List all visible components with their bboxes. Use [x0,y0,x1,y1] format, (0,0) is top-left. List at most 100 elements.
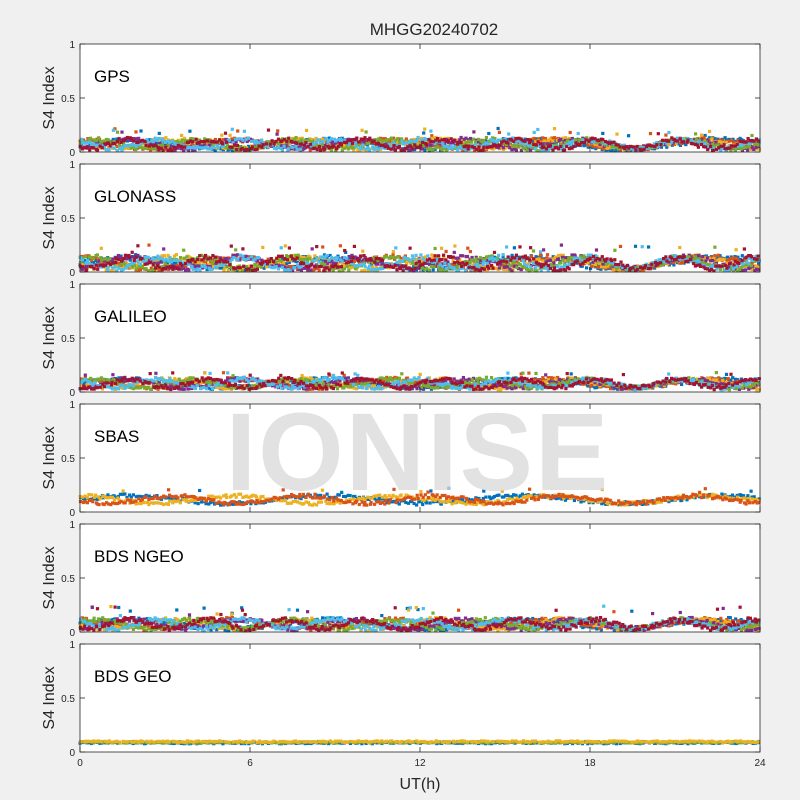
data-point [577,142,582,147]
data-point [738,136,742,140]
data-point [404,146,408,151]
data-point [374,138,378,142]
data-point [517,139,521,143]
data-point [631,269,635,273]
data-point [228,145,232,149]
data-point [731,256,736,260]
data-point [332,137,336,141]
data-point [91,257,95,261]
data-point [509,138,514,142]
data-point [610,145,614,149]
data-point [546,263,550,267]
data-point [569,372,573,376]
data-point [478,148,482,152]
data-point [344,261,349,265]
data-point [599,267,603,271]
data-point [701,263,705,267]
data-point [220,133,224,137]
data-point [336,144,340,148]
data-point [121,137,125,141]
y-tick-label: 0 [69,268,75,279]
data-point [172,264,176,268]
data-point [280,148,284,153]
data-point [429,129,433,133]
data-point [157,261,161,265]
data-point [283,244,287,248]
data-point [350,146,354,150]
data-point [599,263,604,267]
data-point [90,138,94,142]
data-point [299,138,303,142]
data-point [356,143,360,147]
data-point [754,145,758,150]
data-point [624,145,628,149]
data-point [200,253,204,257]
data-point [145,262,149,266]
data-point [235,143,240,148]
data-point [510,269,514,273]
data-point [322,269,326,273]
data-point [433,246,437,251]
data-point [338,244,342,248]
data-point [147,146,151,150]
data-point [127,146,131,150]
data-point [320,137,325,141]
data-point [724,140,728,145]
data-point [408,258,413,262]
data-point [448,141,453,145]
data-point [397,144,401,149]
data-point [325,262,329,266]
data-point [483,265,487,269]
data-point [497,130,501,134]
data-point [104,137,108,142]
data-point [559,144,563,149]
data-point [91,146,95,150]
data-point [111,261,115,265]
data-point [578,257,582,261]
data-point [713,245,717,249]
data-point [274,260,278,264]
data-point [383,265,387,269]
data-point [376,258,380,262]
data-point [517,261,521,266]
data-point [497,138,501,142]
data-point [154,143,158,147]
data-point [270,143,274,147]
data-point [744,145,748,149]
data-point [260,145,264,149]
data-point [391,250,395,254]
data-point [748,256,752,260]
data-point [95,148,100,152]
data-point [586,253,590,257]
data-point [600,257,604,261]
data-point [165,261,170,265]
data-point [512,246,516,250]
data-point [441,142,445,146]
data-point [211,254,215,258]
data-point [78,141,83,145]
data-point [123,263,128,267]
data-point [425,138,429,142]
data-point [590,263,594,267]
data-point [472,258,476,262]
data-point [644,145,649,149]
data-point [355,136,359,140]
data-point [183,136,187,140]
data-point [402,255,406,259]
data-point [120,148,124,152]
data-point [344,141,348,145]
data-point [650,262,654,266]
data-point [371,261,375,265]
data-point [322,253,327,257]
data-point [575,259,579,263]
data-point [693,260,697,264]
data-point [179,260,183,264]
data-point [238,266,242,270]
data-point [478,269,483,273]
data-point [712,269,716,273]
data-point [674,254,678,258]
data-point [291,253,295,257]
data-point [696,145,700,149]
data-point [329,263,333,267]
